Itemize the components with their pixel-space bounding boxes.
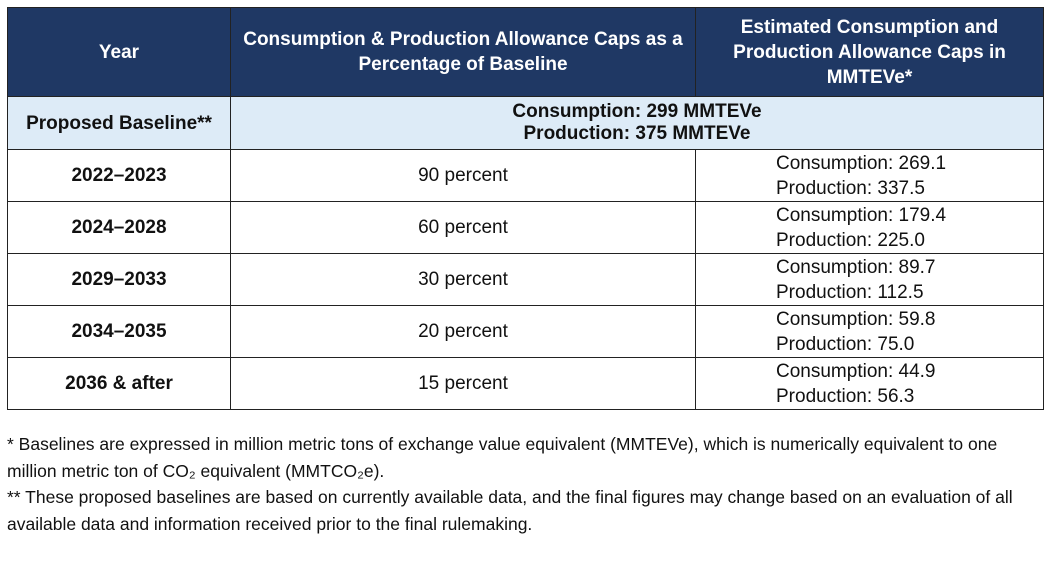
consumption-cap: Consumption: 179.4 (776, 204, 947, 226)
year-cell: 2036 & after (7, 357, 231, 410)
caps-cell: Consumption: 179.4 Production: 225.0 (695, 201, 1044, 254)
header-cell: Year (7, 7, 231, 97)
consumption-cap: Consumption: 269.1 (776, 152, 947, 174)
header-cell: Estimated Consumption and Production All… (695, 7, 1044, 97)
baseline-values: Consumption: 299 MMTEVe Production: 375 … (230, 96, 1044, 150)
footnote: * Baselines are expressed in million met… (7, 434, 998, 481)
caps-cell: Consumption: 44.9 Production: 56.3 (695, 357, 1044, 410)
year-cell: 2034–2035 (7, 305, 231, 358)
production-cap: Production: 337.5 (776, 177, 925, 199)
data-row: 2029–2033 30 percent Consumption: 89.7 Prod… (7, 253, 1044, 306)
percent-cell: 30 percent (230, 253, 696, 306)
data-row: 2036 & after 15 percent Consumption: 44.9 P… (7, 357, 1044, 410)
production-cap: Production: 112.5 (776, 281, 924, 303)
footnote: ** These proposed baselines are based on… (7, 487, 1013, 534)
percent-cell: 20 percent (230, 305, 696, 358)
data-row: 2022–2023 90 percent Consumption: 269.1 Pro… (7, 149, 1044, 202)
header-cell: Consumption & Production Allowance Caps … (230, 7, 696, 97)
consumption-cap: Consumption: 44.9 (776, 360, 936, 382)
footnotes: * Baselines are expressed in million met… (7, 431, 1017, 537)
production-cap: Production: 56.3 (776, 385, 915, 407)
baseline-label: Proposed Baseline** (7, 96, 231, 150)
production-cap: Production: 75.0 (776, 333, 915, 355)
baseline-row: Proposed Baseline** Consumption: 299 MMT… (7, 96, 1044, 150)
data-row: 2034–2035 20 percent Consumption: 59.8 Prod… (7, 305, 1044, 358)
year-cell: 2024–2028 (7, 201, 231, 254)
year-cell: 2029–2033 (7, 253, 231, 306)
year-cell: 2022–2023 (7, 149, 231, 202)
consumption-cap: Consumption: 89.7 (776, 256, 936, 278)
percent-cell: 90 percent (230, 149, 696, 202)
header-row: Year Consumption & Production Allowance … (7, 7, 1044, 97)
production-cap: Production: 225.0 (776, 229, 925, 251)
baseline-line: Production: 375 MMTEVe (523, 123, 751, 144)
percent-cell: 60 percent (230, 201, 696, 254)
caps-cell: Consumption: 59.8 Production: 75.0 (695, 305, 1044, 358)
data-row: 2024–2028 60 percent Consumption: 179.4 Pro… (7, 201, 1044, 254)
caps-cell: Consumption: 89.7 Production: 112.5 (695, 253, 1044, 306)
caps-cell: Consumption: 269.1 Production: 337.5 (695, 149, 1044, 202)
consumption-cap: Consumption: 59.8 (776, 308, 936, 330)
allowance-table: Year Consumption & Production Allowance … (7, 7, 1044, 410)
baseline-line: Consumption: 299 MMTEVe (512, 101, 762, 122)
percent-cell: 15 percent (230, 357, 696, 410)
